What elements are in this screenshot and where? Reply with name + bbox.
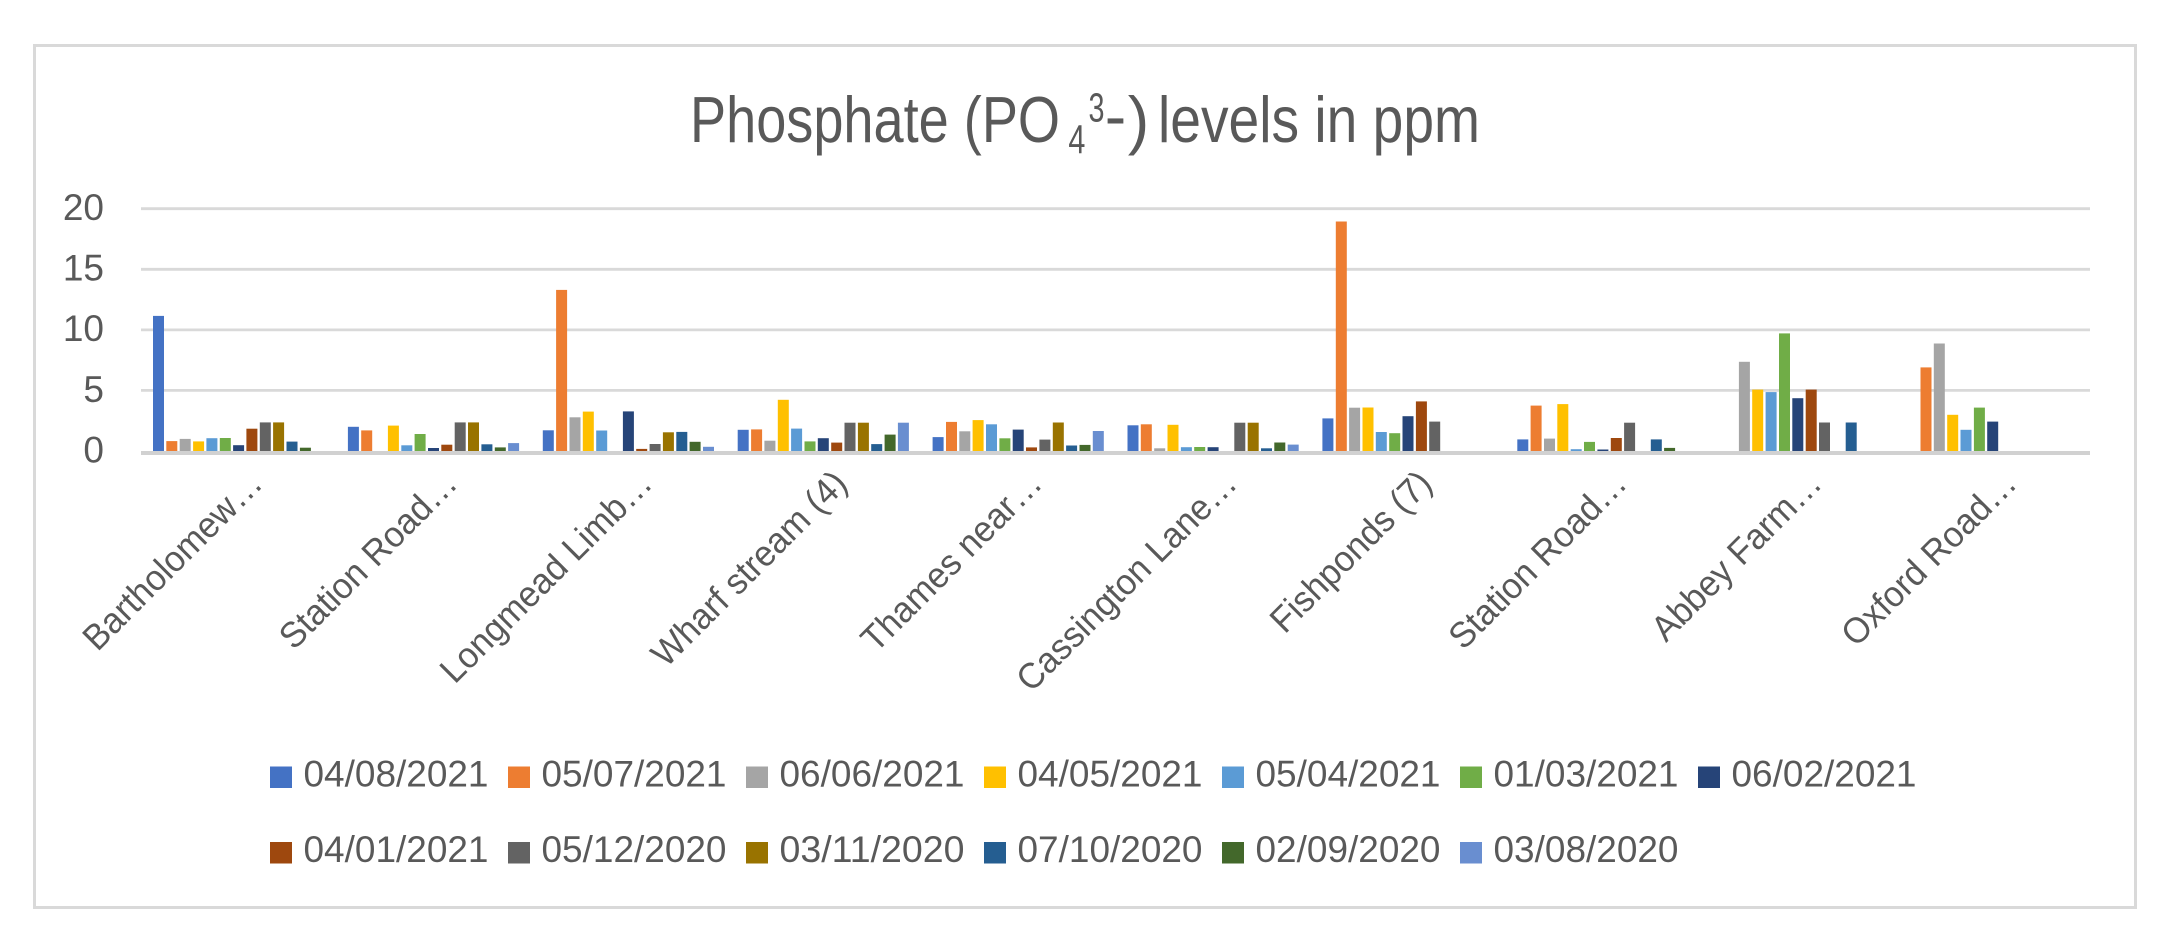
svg-text:03/11/2020: 03/11/2020 (780, 829, 965, 870)
svg-text:3: 3 (1089, 85, 1105, 131)
svg-text:15: 15 (63, 248, 104, 289)
svg-text:-: - (1105, 80, 1126, 152)
svg-text:10: 10 (63, 308, 104, 349)
svg-text:03/08/2020: 03/08/2020 (1494, 829, 1679, 870)
svg-text:20: 20 (63, 187, 104, 228)
svg-text:0: 0 (83, 429, 104, 470)
svg-text:06/06/2021: 06/06/2021 (780, 754, 965, 795)
svg-text:02/09/2020: 02/09/2020 (1256, 829, 1441, 870)
svg-text:levels in ppm: levels in ppm (1158, 84, 1480, 156)
svg-text:01/03/2021: 01/03/2021 (1494, 754, 1679, 795)
svg-text:07/10/2020: 07/10/2020 (1018, 829, 1203, 870)
svg-text:05/12/2020: 05/12/2020 (542, 829, 727, 870)
svg-text:): ) (1128, 84, 1149, 156)
svg-text:04/08/2021: 04/08/2021 (304, 754, 489, 795)
svg-text:05/04/2021: 05/04/2021 (1256, 754, 1441, 795)
svg-text:Phosphate (PO: Phosphate (PO (690, 84, 1060, 156)
svg-text:4: 4 (1068, 116, 1085, 162)
svg-text:04/05/2021: 04/05/2021 (1018, 754, 1203, 795)
svg-text:05/07/2021: 05/07/2021 (542, 754, 727, 795)
svg-text:06/02/2021: 06/02/2021 (1732, 754, 1917, 795)
svg-text:04/01/2021: 04/01/2021 (304, 829, 489, 870)
svg-text:5: 5 (83, 369, 104, 410)
